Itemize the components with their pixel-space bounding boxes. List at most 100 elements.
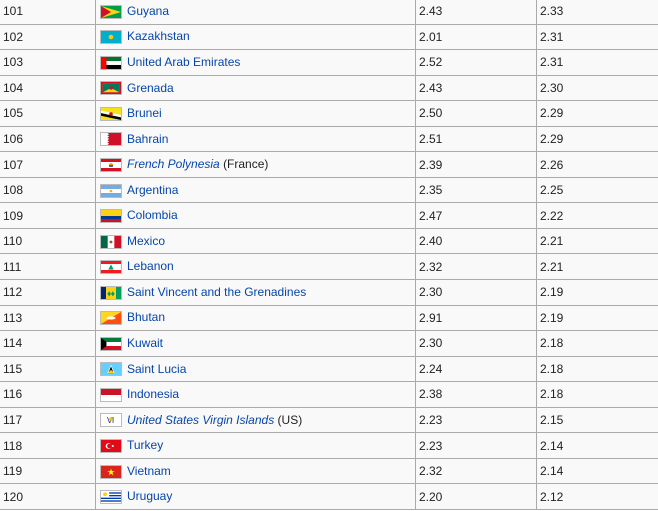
value-cell-1: 2.52 [415, 49, 537, 76]
value-cell-2: 2.31 [536, 23, 658, 51]
country-cell: Turkey [95, 432, 416, 459]
indonesia-flag-icon[interactable] [100, 387, 122, 402]
country-link[interactable]: Bahrain [127, 131, 169, 146]
uae-flag-icon[interactable] [100, 55, 122, 70]
country-cell: Mexico [95, 227, 416, 255]
table-row: 104 Grenada 2.43 2.30 [0, 74, 658, 102]
value-cell-1: 2.32 [415, 457, 537, 485]
rank-cell: 120 [0, 483, 96, 510]
sovereignty-note: (US) [277, 412, 303, 427]
rank-cell: 104 [0, 74, 96, 102]
argentina-flag-icon[interactable] [100, 183, 122, 198]
rank-cell: 113 [0, 304, 96, 332]
bhutan-flag-icon[interactable] [100, 311, 122, 326]
country-link[interactable]: Argentina [127, 182, 179, 197]
value-cell-1: 2.40 [415, 227, 537, 255]
country-cell: Guyana [95, 0, 416, 25]
country-link[interactable]: Uruguay [127, 489, 173, 504]
country-link[interactable]: Grenada [127, 80, 174, 95]
country-link[interactable]: Turkey [127, 438, 164, 453]
value-cell-1: 2.20 [415, 483, 537, 510]
country-link[interactable]: Vietnam [127, 463, 171, 478]
country-link[interactable]: United States Virgin Islands [127, 412, 275, 427]
rank-cell: 103 [0, 49, 96, 76]
country-cell: Kazakhstan [95, 23, 416, 51]
value-cell-2: 2.26 [536, 151, 658, 178]
guyana-flag-icon[interactable] [100, 4, 122, 19]
value-cell-1: 2.43 [415, 74, 537, 102]
value-cell-2: 2.18 [536, 330, 658, 357]
svg-text:I: I [112, 417, 114, 426]
kuwait-flag-icon[interactable] [100, 336, 122, 351]
rank-cell: 109 [0, 202, 96, 229]
country-link[interactable]: French Polynesia [127, 157, 220, 172]
country-link[interactable]: Brunei [127, 106, 162, 121]
table-row: 114 Kuwait 2.30 2.18 [0, 330, 658, 357]
value-cell-1: 2.30 [415, 330, 537, 357]
country-cell: Saint Lucia [95, 355, 416, 383]
uruguay-flag-icon[interactable] [100, 490, 122, 505]
country-link[interactable]: Kazakhstan [127, 29, 190, 44]
country-link[interactable]: Kuwait [127, 335, 164, 350]
lebanon-flag-icon[interactable] [100, 260, 122, 275]
rank-cell: 114 [0, 330, 96, 357]
colombia-flag-icon[interactable] [100, 209, 122, 224]
country-cell: Uruguay [95, 483, 416, 510]
country-cell: Bhutan [95, 304, 416, 332]
value-cell-2: 2.14 [536, 457, 658, 485]
table-row: 116 Indonesia 2.38 2.18 [0, 381, 658, 408]
french-polynesia-flag-icon[interactable] [100, 157, 122, 172]
saint-lucia-flag-icon[interactable] [100, 362, 122, 377]
vietnam-flag-icon[interactable] [100, 464, 122, 479]
country-cell: Kuwait [95, 330, 416, 357]
table-row: 112 Saint Vincent and the Grenadines 2.30 2… [0, 279, 658, 306]
turkey-flag-icon[interactable] [100, 438, 122, 453]
value-cell-1: 2.91 [415, 304, 537, 332]
value-cell-1: 2.38 [415, 381, 537, 408]
value-cell-1: 2.01 [415, 23, 537, 51]
grenada-flag-icon[interactable] [100, 81, 122, 96]
table-row: 102 Kazakhstan 2.01 2.31 [0, 23, 658, 51]
country-cell: Brunei [95, 100, 416, 127]
country-link[interactable]: Saint Vincent and the Grenadines [127, 284, 307, 299]
country-link[interactable]: United Arab Emirates [127, 54, 241, 69]
table-row: 117 V I United States Virgin Islands (US) 2.… [0, 406, 658, 434]
value-cell-2: 2.19 [536, 304, 658, 332]
value-cell-1: 2.47 [415, 202, 537, 229]
country-cell: Argentina [95, 176, 416, 204]
table-row: 119 Vietnam 2.32 2.14 [0, 457, 658, 485]
table-row: 107 French Polynesia (France) 2.39 2.26 [0, 151, 658, 178]
country-link[interactable]: Indonesia [127, 387, 180, 402]
country-link[interactable]: Mexico [127, 233, 166, 248]
value-cell-1: 2.32 [415, 253, 537, 281]
kazakhstan-flag-icon[interactable] [100, 30, 122, 45]
country-cell: V I United States Virgin Islands (US) [95, 406, 416, 434]
table-row: 105 Brunei 2.50 2.29 [0, 100, 658, 127]
mexico-flag-icon[interactable] [100, 234, 122, 249]
brunei-flag-icon[interactable] [100, 106, 122, 121]
country-link[interactable]: Guyana [127, 3, 170, 18]
country-link[interactable]: Lebanon [127, 259, 174, 274]
country-link[interactable]: Colombia [127, 208, 178, 223]
value-cell-2: 2.14 [536, 432, 658, 459]
table-row: 109 Colombia 2.47 2.22 [0, 202, 658, 229]
bahrain-flag-icon[interactable] [100, 132, 122, 147]
value-cell-2: 2.21 [536, 253, 658, 281]
country-cell: Bahrain [95, 125, 416, 153]
country-cell: French Polynesia (France) [95, 151, 416, 178]
rank-cell: 105 [0, 100, 96, 127]
value-cell-1: 2.23 [415, 406, 537, 434]
table-row: 115 Saint Lucia 2.24 2.18 [0, 355, 658, 383]
value-cell-2: 2.31 [536, 49, 658, 76]
country-link[interactable]: Bhutan [127, 310, 166, 325]
value-cell-1: 2.43 [415, 0, 537, 25]
value-cell-2: 2.29 [536, 125, 658, 153]
country-cell: Colombia [95, 202, 416, 229]
value-cell-1: 2.50 [415, 100, 537, 127]
table-row: 113 Bhutan 2.91 2.19 [0, 304, 658, 332]
saint-vincent-flag-icon[interactable] [100, 285, 122, 300]
country-link[interactable]: Saint Lucia [127, 361, 187, 376]
rank-cell: 101 [0, 0, 96, 25]
